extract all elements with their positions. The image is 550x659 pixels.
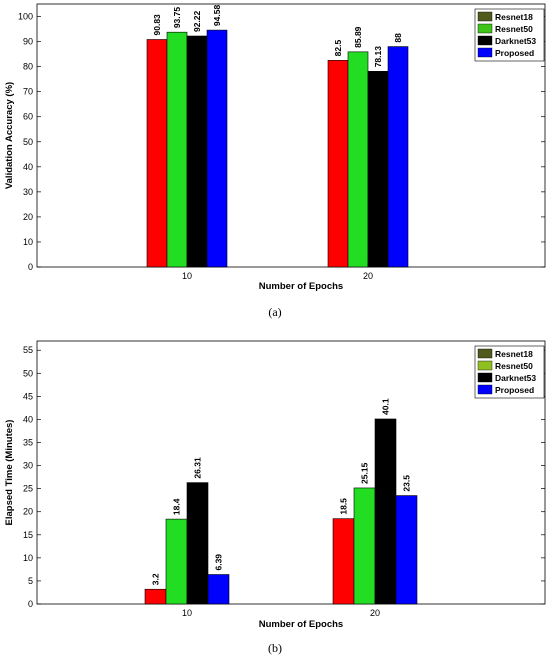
legend-entry: Resnet18 — [495, 12, 533, 22]
bar-resnet50 — [165, 518, 188, 605]
legend-swatch — [477, 348, 493, 359]
bar-darknet53 — [367, 71, 389, 268]
y-tick-label: 20 — [23, 212, 33, 222]
bar-value-label: 94.58 — [212, 5, 222, 27]
y-tick-label: 30 — [23, 461, 33, 471]
legend-entry: Proposed — [495, 385, 534, 395]
legend-entry: Resnet50 — [495, 361, 533, 371]
elapsed-time-chart: 0 5 10 15 20 25 30 35 40 45 50 55 3.2 18.4 26.31 6.39 10… — [4, 340, 546, 655]
bar-resnet50 — [353, 487, 376, 605]
bar-resnet18 — [332, 518, 355, 605]
y-tick-label: 25 — [23, 484, 33, 494]
legend: Resnet18 Resnet50 Darknet53 Proposed — [474, 8, 545, 62]
bar-value-label: 82.5 — [333, 40, 343, 57]
bar-darknet53 — [186, 482, 209, 605]
bar-resnet50 — [347, 51, 369, 268]
y-tick-label: 80 — [23, 62, 33, 72]
y-tick-label: 40 — [23, 414, 33, 424]
plot-area-frame — [36, 340, 546, 605]
y-tick-label: 10 — [23, 553, 33, 563]
y-tick-label: 30 — [23, 187, 33, 197]
bar-value-label: 18.4 — [172, 498, 182, 515]
x-tick-label: 20 — [370, 608, 380, 618]
legend-swatch — [477, 360, 493, 371]
y-tick-label: 0 — [28, 262, 33, 272]
y-tick-label: 45 — [23, 391, 33, 401]
bar-proposed — [387, 46, 409, 268]
bar-value-label: 40.1 — [381, 398, 391, 415]
legend-swatch — [477, 23, 493, 34]
legend-swatch — [477, 35, 493, 46]
legend-swatch — [477, 11, 493, 22]
legend-entry: Darknet53 — [495, 373, 536, 383]
legend-swatch — [477, 372, 493, 383]
bar-value-label: 3.2 — [151, 573, 161, 585]
legend-entry: Resnet50 — [495, 24, 533, 34]
x-axis-title: Number of Epochs — [259, 619, 343, 630]
bar-proposed — [207, 574, 230, 605]
bar-resnet18 — [146, 39, 168, 268]
y-tick-label: 5 — [28, 576, 33, 586]
y-tick-label: 50 — [23, 368, 33, 378]
bar-resnet18 — [144, 588, 167, 605]
figure-caption: (b) — [268, 641, 282, 655]
bar-darknet53 — [374, 418, 397, 605]
bar-resnet50 — [166, 31, 188, 268]
y-tick-label: 15 — [23, 530, 33, 540]
y-tick-label: 35 — [23, 438, 33, 448]
y-axis-title: Validation Accuracy (%) — [4, 82, 15, 189]
legend-entry: Proposed — [495, 48, 534, 58]
y-tick-label: 70 — [23, 87, 33, 97]
bar-value-label: 93.75 — [172, 7, 182, 29]
x-tick-label: 20 — [363, 271, 373, 281]
y-tick-label: 60 — [23, 112, 33, 122]
bar-proposed — [206, 29, 228, 268]
bar-value-label: 18.5 — [339, 498, 349, 515]
bar-resnet18 — [327, 60, 349, 268]
bar-value-label: 78.13 — [373, 46, 383, 68]
bar-value-label: 92.22 — [192, 10, 202, 32]
legend-entry: Resnet18 — [495, 349, 533, 359]
x-tick-label: 10 — [182, 271, 192, 281]
bar-value-label: 23.5 — [402, 475, 412, 492]
y-tick-label: 0 — [28, 599, 33, 609]
figure-caption: (a) — [268, 305, 281, 319]
legend-swatch — [477, 384, 493, 395]
y-tick-label: 50 — [23, 137, 33, 147]
legend: Resnet18 Resnet50 Darknet53 Proposed — [474, 345, 545, 399]
bar-value-label: 25.15 — [360, 462, 370, 484]
bar-value-label: 26.31 — [193, 457, 203, 479]
legend-entry: Darknet53 — [495, 36, 536, 46]
plot-area-frame — [36, 3, 546, 268]
y-tick-label: 10 — [23, 237, 33, 247]
y-tick-label: 40 — [23, 162, 33, 172]
bar-value-label: 6.39 — [214, 554, 224, 571]
y-tick-label: 20 — [23, 507, 33, 517]
bar-value-label: 85.89 — [353, 26, 363, 48]
accuracy-chart: 0 10 20 30 40 50 60 70 80 90 100 90.83 93.75 92.22 94.… — [4, 3, 546, 319]
x-tick-label: 10 — [182, 608, 192, 618]
bar-value-label: 90.83 — [152, 14, 162, 36]
bar-proposed — [395, 495, 418, 605]
bar-darknet53 — [186, 35, 208, 268]
y-tick-label: 55 — [23, 345, 33, 355]
bar-value-label: 88 — [393, 33, 403, 43]
x-axis-title: Number of Epochs — [259, 281, 343, 292]
y-tick-label: 100 — [18, 12, 33, 22]
y-axis-title: Elapsed Time (Minutes) — [4, 420, 15, 526]
y-tick-label: 90 — [23, 37, 33, 47]
legend-swatch — [477, 47, 493, 58]
